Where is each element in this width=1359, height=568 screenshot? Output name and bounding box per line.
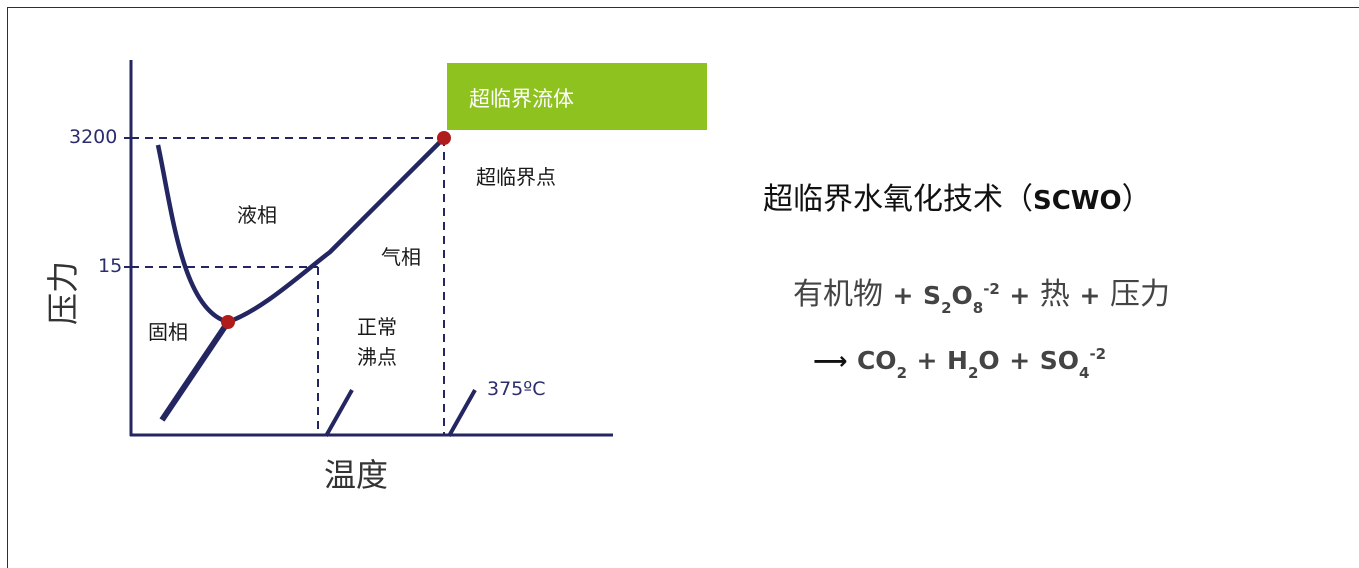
- critical-point: [437, 131, 451, 145]
- melting-curve: [155, 144, 229, 325]
- liquid-phase-label: 液相: [237, 203, 277, 227]
- x-axis-label: 温度: [324, 456, 389, 494]
- axis-break-2: [447, 389, 477, 437]
- vaporization-curve: [227, 136, 446, 325]
- tick-label-15: 15: [98, 255, 123, 277]
- normal-boiling-label-2: 沸点: [357, 345, 397, 369]
- gas-phase-label: 气相: [381, 245, 421, 269]
- reaction-reactants: 有机物 + S2O8-2 + 热 + 压力: [793, 277, 1170, 317]
- supercritical-fluid-box: 超临界流体: [447, 63, 707, 130]
- triple-point: [221, 315, 235, 329]
- slide-frame: [7, 7, 1359, 568]
- sublimation-curve: [159, 320, 231, 422]
- tick-label-3200: 3200: [69, 126, 118, 148]
- critical-point-label: 超临界点: [476, 165, 556, 189]
- normal-boiling-label-1: 正常: [357, 315, 397, 339]
- axis-break-1: [324, 389, 354, 437]
- reaction-arrow-icon: ⟶: [813, 347, 848, 375]
- scwo-title: 超临界水氧化技术（SCWO）: [763, 182, 1152, 217]
- critical-temperature-label: 375ºC: [487, 378, 546, 400]
- reaction-products: ⟶ CO2 + H2O + SO4-2: [813, 345, 1107, 382]
- solid-phase-label: 固相: [148, 320, 188, 344]
